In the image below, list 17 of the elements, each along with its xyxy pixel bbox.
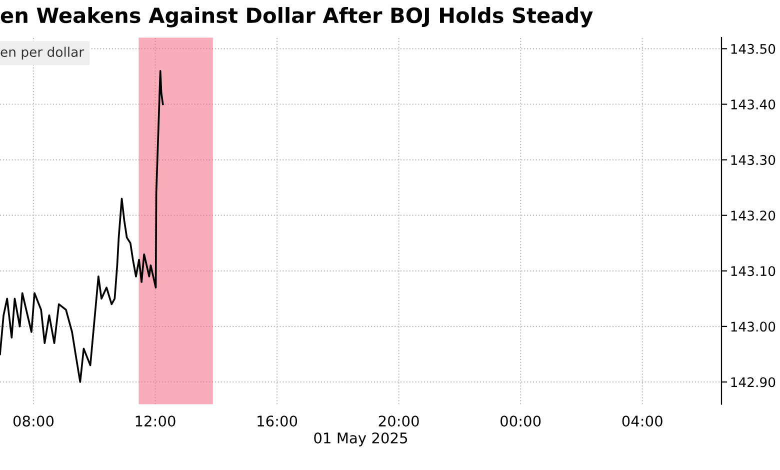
x-axis-title: 01 May 2025 bbox=[314, 432, 408, 446]
y-tick-label: 143.30 bbox=[731, 155, 776, 165]
y-tick-label: 143.20 bbox=[731, 210, 776, 221]
y-tick-label: 143.40 bbox=[731, 99, 776, 110]
y-tick-label: 143.00 bbox=[731, 322, 776, 332]
y-tick-label: 143.10 bbox=[731, 266, 776, 276]
x-tick-label: 20:00 bbox=[378, 416, 419, 427]
x-tick-label: 16:00 bbox=[258, 416, 298, 427]
y-tick-label: 142.90 bbox=[731, 377, 776, 388]
x-tick-label: 00:00 bbox=[500, 416, 541, 427]
y-axis-title: en per dollar bbox=[0, 46, 84, 60]
chart-title: en Weakens Against Dollar After BOJ Holds Steady bbox=[0, 7, 593, 28]
x-tick-label: 08:00 bbox=[13, 416, 54, 427]
x-tick-label: 12:00 bbox=[136, 416, 176, 427]
x-tick-label: 04:00 bbox=[622, 416, 662, 427]
line-series bbox=[0, 70, 164, 383]
y-tick-label: 143.50 bbox=[731, 44, 776, 54]
